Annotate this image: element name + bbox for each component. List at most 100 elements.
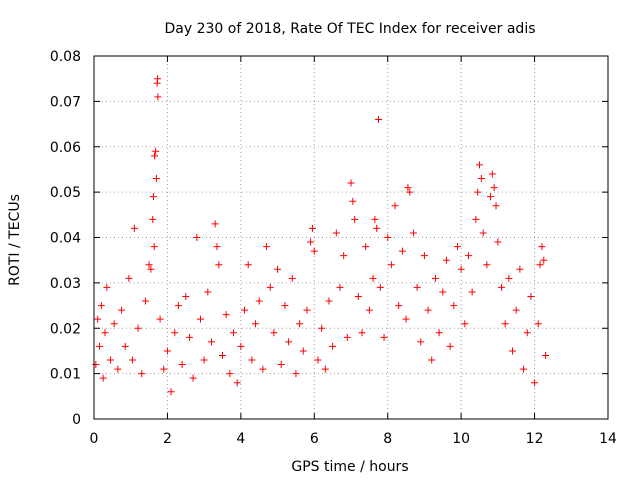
data-point <box>509 347 517 355</box>
x-axis-label: GPS time / hours <box>291 459 408 475</box>
plus-marker <box>255 297 263 305</box>
data-point <box>505 274 513 282</box>
plus-marker <box>406 188 414 196</box>
data-point <box>138 370 146 378</box>
data-point <box>211 220 219 228</box>
data-point <box>479 229 487 237</box>
data-point <box>152 147 160 155</box>
data-point <box>336 283 344 291</box>
data-point <box>307 238 315 246</box>
plus-marker <box>404 184 412 192</box>
plus-marker <box>474 188 482 196</box>
data-point <box>413 283 421 291</box>
y-tick-label: 0.07 <box>50 94 81 110</box>
chart-title: Day 230 of 2018, Rate Of TEC Index for r… <box>164 21 535 37</box>
data-point <box>501 320 509 328</box>
plus-marker <box>413 283 421 291</box>
plus-marker <box>402 315 410 323</box>
data-point <box>402 315 410 323</box>
data-point <box>189 374 197 382</box>
data-point <box>314 356 322 364</box>
plus-marker <box>391 202 399 210</box>
plus-marker <box>512 306 520 314</box>
data-point <box>453 243 461 251</box>
plus-marker <box>457 265 465 273</box>
data-point <box>343 333 351 341</box>
plus-marker <box>398 247 406 255</box>
data-point <box>487 193 495 201</box>
plus-marker <box>145 261 153 269</box>
data-point <box>325 297 333 305</box>
data-point <box>129 356 137 364</box>
y-tick-label: 0.02 <box>50 321 81 337</box>
data-point <box>207 338 215 346</box>
x-tick-label: 2 <box>163 431 172 447</box>
plus-marker <box>483 261 491 269</box>
data-point <box>213 243 221 251</box>
plus-marker <box>492 202 500 210</box>
y-tick-label: 0.08 <box>50 49 81 65</box>
data-point <box>406 188 414 196</box>
data-point <box>178 361 186 369</box>
plus-marker <box>531 379 539 387</box>
plus-marker <box>182 292 190 300</box>
data-point <box>354 292 362 300</box>
plus-marker <box>129 356 137 364</box>
plus-marker <box>200 356 208 364</box>
plus-marker <box>160 365 168 373</box>
data-point <box>151 152 159 160</box>
plus-marker <box>490 184 498 192</box>
plus-marker <box>189 374 197 382</box>
data-point <box>527 292 535 300</box>
data-point <box>154 75 162 83</box>
plus-marker <box>505 274 513 282</box>
data-point <box>101 329 109 337</box>
data-point <box>373 224 381 232</box>
plus-marker <box>193 234 201 241</box>
plus-marker <box>252 320 260 328</box>
data-point <box>182 292 190 300</box>
data-point <box>134 324 142 332</box>
data-point <box>107 356 115 364</box>
data-point <box>476 161 483 169</box>
plus-marker <box>303 306 311 314</box>
y-tick-label: 0.03 <box>50 276 81 292</box>
data-point <box>160 365 168 373</box>
plus-marker <box>299 347 307 355</box>
data-point <box>255 297 263 305</box>
data-point <box>457 265 465 273</box>
plus-marker <box>99 374 107 382</box>
data-point <box>299 347 307 355</box>
data-point <box>149 215 157 223</box>
plus-marker <box>435 329 443 337</box>
plus-marker <box>307 238 315 246</box>
plus-marker <box>369 274 377 282</box>
plus-marker <box>233 379 241 387</box>
plus-marker <box>156 315 164 323</box>
plus-marker <box>110 320 118 328</box>
plus-marker <box>222 311 230 319</box>
data-point <box>321 365 329 373</box>
data-point <box>147 265 155 273</box>
plus-marker <box>509 347 517 355</box>
axis-ticks: 0 2 4 6 8 10 12 14 0 0.01 0.02 0.03 0.04 0.05 0.06 0.07… <box>50 49 617 447</box>
plus-marker <box>371 215 379 223</box>
data-point <box>233 379 241 387</box>
plus-marker <box>472 215 480 223</box>
plus-marker <box>450 302 458 310</box>
plus-marker <box>325 297 333 305</box>
data-point <box>200 356 208 364</box>
plus-marker <box>336 283 344 291</box>
data-point <box>222 311 230 319</box>
plus-marker <box>97 302 105 310</box>
plus-marker <box>163 347 171 355</box>
data-point <box>308 224 316 232</box>
data-point <box>145 261 153 269</box>
data-point <box>174 302 182 310</box>
data-point <box>387 261 395 269</box>
data-point <box>303 306 311 314</box>
data-point <box>351 215 359 223</box>
plus-marker <box>461 320 469 328</box>
plus-marker <box>527 292 535 300</box>
data-point <box>230 329 238 337</box>
